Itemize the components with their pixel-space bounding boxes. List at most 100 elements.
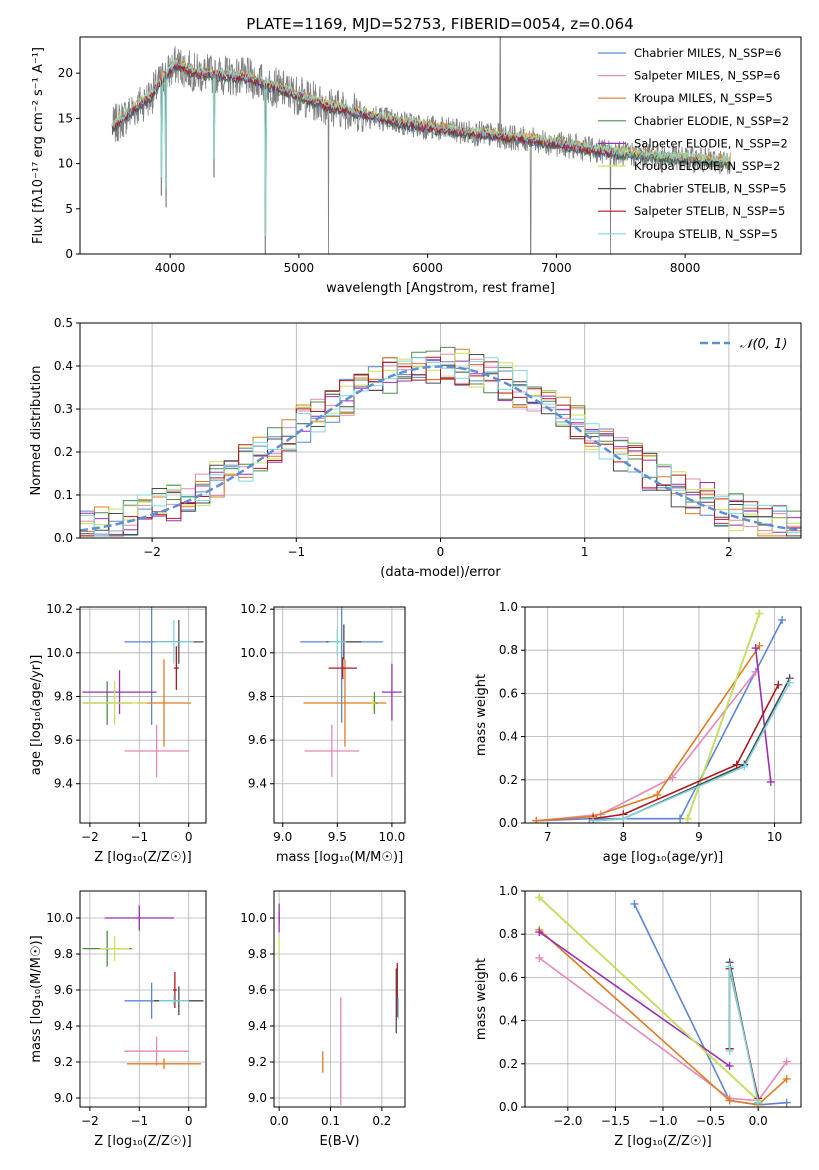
series-marker-kroupa-stelib xyxy=(619,814,628,823)
series-line-chabrier-stelib xyxy=(593,677,791,822)
y-tick-label: 9.0 xyxy=(248,1091,267,1105)
x-tick-label: 2 xyxy=(725,545,733,559)
x-tick-label: 10 xyxy=(767,830,782,844)
series-marker-salpeter-elodie xyxy=(751,644,760,653)
y-tick-label: 0.0 xyxy=(499,1100,518,1114)
y-tick-label: 10.0 xyxy=(240,646,267,660)
plot-area xyxy=(535,893,791,1107)
x-tick-label: 10.0 xyxy=(379,830,406,844)
x-tick-label: 8 xyxy=(619,830,627,844)
plot-area xyxy=(80,346,801,537)
y-tick-label: 0.0 xyxy=(499,816,518,830)
plot-frame xyxy=(79,890,207,1108)
plot-area xyxy=(278,903,399,1106)
series-marker-salpeter-miles xyxy=(535,953,544,962)
y-tick-label: 9.2 xyxy=(248,1055,267,1069)
y-axis-label: Normed distribution xyxy=(29,366,44,496)
y-tick-label: 0.2 xyxy=(54,445,73,459)
legend-label-normal: 𝒩(0, 1) xyxy=(740,337,787,352)
plot-area xyxy=(300,607,402,778)
x-tick-label: 0.0 xyxy=(749,1114,768,1128)
series-marker-kroupa-stelib xyxy=(754,1098,763,1107)
legend-label-chabrier-elodie: Chabrier ELODIE, N_SSP=2 xyxy=(634,114,789,128)
y-tick-label: 10.0 xyxy=(46,646,73,660)
normal-distribution-line xyxy=(80,365,801,532)
plot-area xyxy=(82,905,204,1070)
x-tick-label: 0 xyxy=(185,1114,193,1128)
x-tick-label: 7000 xyxy=(541,261,572,275)
x-axis-label: Z [log₁₀(Z/Z☉)] xyxy=(614,1134,711,1149)
x-tick-label: −1.5 xyxy=(601,1114,630,1128)
y-tick-label: 10.0 xyxy=(46,911,73,925)
series-marker-kroupa-stelib xyxy=(740,762,749,771)
x-tick-label: 0.0 xyxy=(270,1114,289,1128)
series-line-kroupa-stelib xyxy=(593,682,791,822)
x-tick-label: −2.0 xyxy=(553,1114,582,1128)
axes-4: 7 8 9 10 0.0 0.2 0.4 0.6 0.8 1.0 age [log₁₀(age/yr… xyxy=(474,600,802,865)
y-tick-label: 9.0 xyxy=(54,1091,73,1105)
y-tick-label: 9.8 xyxy=(54,689,73,703)
axes-0: 4000 5000 6000 7000 8000 0 5 10 15 20 wavelength [… xyxy=(31,36,802,296)
y-tick-label: 0.4 xyxy=(54,359,73,373)
plot-area xyxy=(532,609,794,823)
y-tick-label: 0.3 xyxy=(54,402,73,416)
series-marker-chabrier-miles xyxy=(782,1098,791,1107)
plot-frame xyxy=(273,606,406,824)
series-marker-chabrier-miles xyxy=(676,814,685,823)
y-tick-label: 0 xyxy=(65,247,73,261)
series-marker-kroupa-miles xyxy=(725,1096,734,1105)
legend-label-kroupa-elodie: Kroupa ELODIE, N_SSP=2 xyxy=(634,159,780,173)
series-line-chabrier-miles xyxy=(536,619,783,822)
y-tick-label: 0.6 xyxy=(499,970,518,984)
series-marker-chabrier-miles xyxy=(778,615,787,624)
x-tick-label: 1 xyxy=(581,545,589,559)
series-marker-kroupa-elodie xyxy=(535,893,544,902)
series-marker-kroupa-miles xyxy=(532,816,541,823)
y-tick-label: 20 xyxy=(58,66,73,80)
series-marker-kroupa-stelib xyxy=(589,816,598,823)
y-tick-label: 9.8 xyxy=(248,947,267,961)
y-tick-label: 0.5 xyxy=(54,316,73,330)
series-marker-salpeter-stelib xyxy=(732,760,741,769)
y-tick-label: 10.2 xyxy=(240,602,267,616)
figure-title: PLATE=1169, MJD=52753, FIBERID=0054, z=0… xyxy=(246,15,633,33)
y-tick-label: 0.6 xyxy=(499,686,518,700)
x-axis-label: age [log₁₀(age/yr)] xyxy=(603,850,724,865)
legend-label-salpeter-miles: Salpeter MILES, N_SSP=6 xyxy=(634,69,780,83)
x-tick-label: −1.0 xyxy=(648,1114,677,1128)
y-tick-label: 9.6 xyxy=(54,983,73,997)
axes-7: −2.0 −1.5 −1.0 −0.5 0.0 0.0 0.2 0.4 0.6 0.8 1.0 Z [… xyxy=(474,884,802,1149)
axes-2: −2 −1 0 9.4 9.6 9.8 10.0 10.2 Z [log₁₀(Z/Z☉)] age… xyxy=(29,602,207,865)
axes-5: −2 −1 0 9.0 9.2 9.4 9.6 9.8 10.0 Z [log₁₀(Z/Z☉)] m… xyxy=(29,890,207,1149)
y-tick-label: 10 xyxy=(58,157,73,171)
plot-frame xyxy=(79,36,802,255)
y-tick-label: 9.8 xyxy=(54,947,73,961)
y-tick-label: 0.2 xyxy=(499,773,518,787)
y-axis-label: mass weight xyxy=(474,674,489,756)
y-axis-label: mass [log₁₀(M/M☉)] xyxy=(29,935,44,1062)
series-marker-salpeter-elodie xyxy=(766,777,775,786)
x-tick-label: 7 xyxy=(544,830,552,844)
series-marker-salpeter-elodie xyxy=(725,1061,734,1070)
legend-label-salpeter-stelib: Salpeter STELIB, N_SSP=5 xyxy=(634,204,785,218)
series-line-kroupa-miles xyxy=(538,929,788,1106)
y-tick-label: 0.1 xyxy=(54,488,73,502)
x-tick-label: 8000 xyxy=(670,261,701,275)
y-axis-label: Flux [fλ10⁻¹⁷ erg cm⁻² s⁻¹ A⁻¹] xyxy=(31,47,46,244)
x-tick-label: 0.2 xyxy=(372,1114,391,1128)
x-tick-label: 0.1 xyxy=(321,1114,340,1128)
series-marker-salpeter-stelib xyxy=(774,680,783,689)
legend-label-kroupa-stelib: Kroupa STELIB, N_SSP=5 xyxy=(634,227,778,241)
series-line-kroupa-elodie xyxy=(538,896,759,1102)
x-tick-label: −2 xyxy=(81,1114,99,1128)
x-tick-label: −2 xyxy=(81,830,99,844)
series-marker-salpeter-miles xyxy=(782,1057,791,1066)
series-line-kroupa-miles xyxy=(536,645,761,822)
x-tick-label: 6000 xyxy=(412,261,443,275)
x-tick-label: 0 xyxy=(437,545,445,559)
series-marker-chabrier-miles xyxy=(630,899,639,908)
y-tick-label: 9.2 xyxy=(54,1055,73,1069)
legend-label-salpeter-elodie: Salpeter ELODIE, N_SSP=2 xyxy=(634,136,788,150)
y-tick-label: 9.8 xyxy=(248,689,267,703)
y-tick-label: 0.4 xyxy=(499,1014,518,1028)
